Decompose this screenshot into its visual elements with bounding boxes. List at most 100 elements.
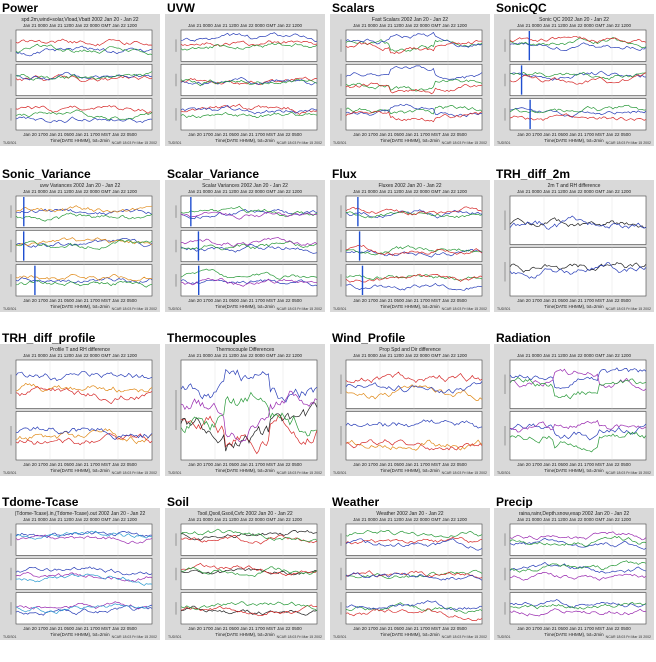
plot-cell-power: Power spd.2m,wind+solar,Vload,Vbatt 2002 … (0, 0, 162, 162)
station-id: TUDS01 (3, 635, 17, 639)
plot-link-thermocouples[interactable]: Thermocouples (167, 331, 257, 345)
plot-link-wind_profile[interactable]: Wind_Profile (332, 331, 406, 345)
station-id: TUDS01 (168, 141, 182, 145)
series-line (345, 536, 483, 545)
generated-timestamp: NCAR 18:03 Fri Mar 15 2002 (111, 635, 157, 639)
plot-thumbnail-precip[interactable]: raina,rainr,Depth.snow,exap 2002 Jan 20 … (494, 508, 654, 640)
station-id: TUDS01 (3, 141, 17, 145)
gmt-time-axis: Jan 21 0000 Jan 21 1200 Jan 22 0000 GMT … (187, 23, 302, 28)
station-id: TUDS01 (3, 471, 17, 475)
series-line (15, 109, 153, 121)
plot-graphic (340, 523, 483, 625)
plot-link-weather[interactable]: Weather (332, 495, 380, 509)
plot-link-tdome_tcase[interactable]: Tdome-Tcase (2, 495, 79, 509)
plot-graphic (175, 523, 318, 625)
series-line (509, 262, 647, 273)
series-line (345, 65, 483, 80)
plot-link-trh_diff_profile[interactable]: TRH_diff_profile (2, 331, 96, 345)
plot-thumbnail-uvw[interactable]: Jan 21 0000 Jan 21 1200 Jan 22 0000 GMT … (165, 14, 325, 146)
series-line (509, 113, 647, 121)
mst-time-axis: Jan 20 1700 Jan 21 0500 Jan 21 1700 MST … (353, 626, 467, 631)
series-line (509, 107, 647, 118)
plot-thumbnail-scalar_variance[interactable]: Scalar Variances 2002 Jan 20 - Jan 22 Jan… (165, 180, 325, 312)
plot-link-uvw[interactable]: UVW (167, 1, 195, 15)
plot-title: Fluxes 2002 Jan 20 - Jan 22 (378, 183, 442, 189)
series-line (15, 428, 153, 445)
plot-graphic (10, 359, 153, 461)
x-axis-label: Time(DATE HHMM), txt=2min (215, 632, 275, 637)
series-line (15, 208, 153, 215)
series-line (180, 240, 318, 251)
series-line (180, 277, 318, 287)
series-line (345, 209, 483, 219)
plot-cell-sonic_variance: Sonic_Variance uvw Variances 2002 Jan 20 … (0, 166, 162, 328)
series-line (180, 42, 318, 51)
plot-thumbnail-weather[interactable]: Weather 2002 Jan 20 - Jan 22 Jan 21 0000 … (330, 508, 490, 640)
plot-thumbnail-scalars[interactable]: Fast Scalars 2002 Jan 20 - Jan 22 Jan 21 … (330, 14, 490, 146)
series-line (509, 571, 647, 581)
plot-link-scalars[interactable]: Scalars (332, 1, 375, 15)
series-line (509, 535, 647, 547)
plot-thumbnail-radiation[interactable]: Jan 21 0000 Jan 21 1200 Jan 22 0000 GMT … (494, 344, 654, 476)
series-line (345, 384, 483, 401)
series-line (180, 103, 318, 115)
series-line (345, 371, 483, 384)
plot-thumbnail-trh_diff_profile[interactable]: Profile T and RH difference Jan 21 0000 J… (0, 344, 160, 476)
plot-link-soil[interactable]: Soil (167, 495, 190, 509)
x-axis-label: Time(DATE HHMM), txt=2min (544, 468, 604, 473)
plot-title: 2m T and RH difference (547, 183, 601, 189)
generated-timestamp: NCAR 18:03 Fri Mar 15 2002 (441, 307, 487, 311)
plot-link-radiation[interactable]: Radiation (496, 331, 551, 345)
plot-thumbnail-trh_diff_2m[interactable]: 2m T and RH difference Jan 21 0000 Jan 21… (494, 180, 654, 312)
plot-link-flux[interactable]: Flux (332, 167, 357, 181)
series-line (15, 370, 153, 382)
plot-title: Thermocouple Differences (215, 347, 275, 353)
series-line (15, 605, 153, 616)
series-line (180, 605, 318, 616)
plot-cell-sonicqc: SonicQC Sonic QC 2002 Jan 20 - Jan 22 Jan … (494, 0, 656, 162)
station-id: TUDS01 (497, 307, 511, 311)
plot-thumbnail-wind_profile[interactable]: Prop Spd and Dir difference Jan 21 0000 J… (330, 344, 490, 476)
mst-time-axis: Jan 20 1700 Jan 21 0500 Jan 21 1700 MST … (517, 132, 631, 137)
generated-timestamp: NCAR 18:03 Fri Mar 15 2002 (111, 307, 157, 311)
plot-thumbnail-flux[interactable]: Fluxes 2002 Jan 20 - Jan 22 Jan 21 0000 J… (330, 180, 490, 312)
generated-timestamp: NCAR 18:03 Fri Mar 15 2002 (111, 141, 157, 145)
series-line (345, 273, 483, 283)
series-line (509, 367, 647, 389)
series-line (345, 78, 483, 92)
plot-link-scalar_variance[interactable]: Scalar_Variance (167, 167, 260, 181)
plot-thumbnail-sonicqc[interactable]: Sonic QC 2002 Jan 20 - Jan 22 Jan 21 0000… (494, 14, 654, 146)
series-line (15, 237, 153, 247)
gmt-time-axis: Jan 21 0000 Jan 21 1200 Jan 22 0000 GMT … (352, 517, 467, 522)
gmt-time-axis: Jan 21 0000 Jan 21 1200 Jan 22 0000 GMT … (22, 189, 137, 194)
plot-link-trh_diff_2m[interactable]: TRH_diff_2m (496, 167, 571, 181)
plot-thumbnail-power[interactable]: spd.2m,wind+solar,Vload,Vbatt 2002 Jan 2… (0, 14, 160, 146)
series-line (509, 431, 647, 453)
plot-cell-trh_diff_profile: TRH_diff_profile Profile T and RH differe… (0, 330, 162, 492)
x-axis-label: Time(DATE HHMM), txt=2min (380, 632, 440, 637)
plot-thumbnail-thermocouples[interactable]: Thermocouple Differences Jan 21 0000 Jan … (165, 344, 325, 476)
x-axis-label: Time(DATE HHMM), txt=2min (544, 304, 604, 309)
plot-thumbnail-tdome_tcase[interactable]: (Tdome-Tcase).in,(Tdome-Tcase).out 2002 … (0, 508, 160, 640)
series-line (345, 602, 483, 614)
series-line (345, 530, 483, 538)
plot-title: spd.2m,wind+solar,Vload,Vbatt 2002 Jan 2… (21, 17, 139, 23)
plot-title: Sonic QC 2002 Jan 20 - Jan 22 (539, 17, 609, 23)
plot-link-sonic_variance[interactable]: Sonic_Variance (2, 167, 91, 181)
series-line (180, 368, 318, 403)
generated-timestamp: NCAR 18:03 Fri Mar 15 2002 (441, 635, 487, 639)
mst-time-axis: Jan 20 1700 Jan 21 0500 Jan 21 1700 MST … (188, 298, 302, 303)
gmt-time-axis: Jan 21 0000 Jan 21 1200 Jan 22 0000 GMT … (516, 353, 631, 358)
plot-link-precip[interactable]: Precip (496, 495, 533, 509)
gmt-time-axis: Jan 21 0000 Jan 21 1200 Jan 22 0000 GMT … (22, 23, 137, 28)
plot-cell-weather: Weather Weather 2002 Jan 20 - Jan 22 Jan 2… (330, 494, 492, 656)
plot-link-sonicqc[interactable]: SonicQC (496, 1, 547, 15)
plot-link-power[interactable]: Power (2, 1, 39, 15)
plot-thumbnail-sonic_variance[interactable]: uvw Variances 2002 Jan 20 - Jan 22 Jan 21… (0, 180, 160, 312)
series-line (509, 215, 647, 230)
x-axis-label: Time(DATE HHMM), txt=2min (215, 138, 275, 143)
plot-thumbnail-soil[interactable]: Tsoil,Qsoil,Gsoil,Cvfc 2002 Jan 20 - Jan… (165, 508, 325, 640)
series-line (345, 31, 483, 48)
series-line (345, 439, 483, 451)
